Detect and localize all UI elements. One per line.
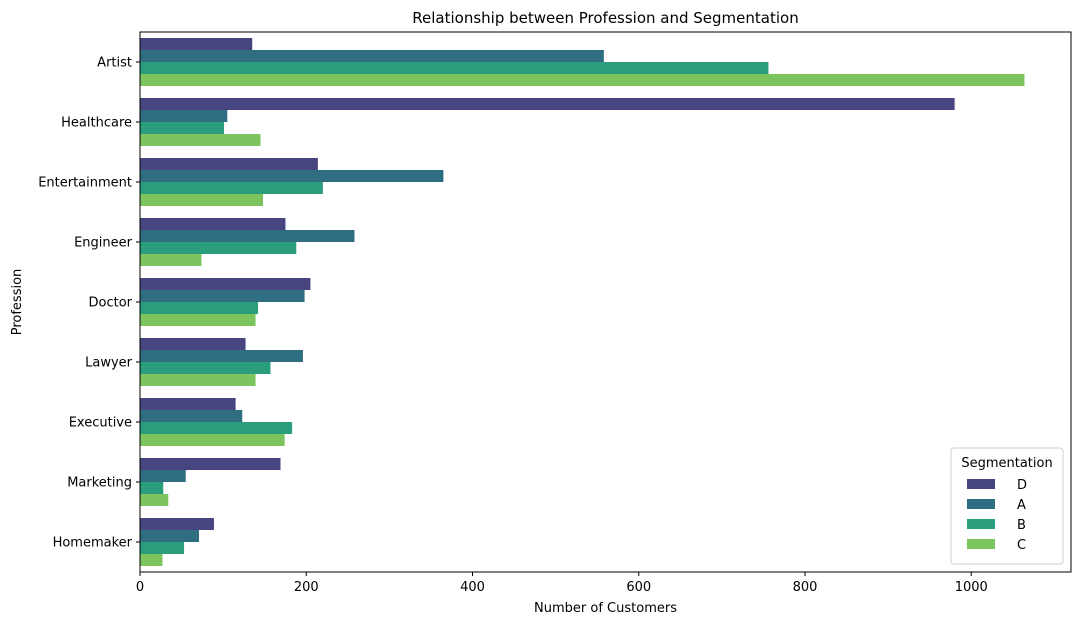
bar-c-marketing xyxy=(140,494,169,506)
x-tick-label: 1000 xyxy=(955,580,988,595)
x-tick-label: 800 xyxy=(793,580,818,595)
legend-swatch-d xyxy=(967,479,995,489)
bar-b-engineer xyxy=(140,242,297,254)
bar-a-homemaker xyxy=(140,530,200,542)
legend-swatch-c xyxy=(967,539,995,549)
legend-label-a: A xyxy=(1017,498,1026,513)
bar-a-executive xyxy=(140,410,243,422)
x-tick-label: 0 xyxy=(136,580,144,595)
y-tick-label: Homemaker xyxy=(53,536,133,551)
bar-b-homemaker xyxy=(140,542,185,554)
legend-swatch-b xyxy=(967,519,995,529)
bar-d-homemaker xyxy=(140,518,214,530)
y-tick-label: Executive xyxy=(69,416,132,431)
bar-c-engineer xyxy=(140,254,202,266)
bar-d-marketing xyxy=(140,458,281,470)
bar-d-healthcare xyxy=(140,98,955,110)
legend-label-b: B xyxy=(1017,518,1026,533)
bar-c-executive xyxy=(140,434,285,446)
chart-title: Relationship between Profession and Segm… xyxy=(412,9,798,27)
bar-b-executive xyxy=(140,422,293,434)
bar-a-lawyer xyxy=(140,350,303,362)
ticks-layer: Artist Healthcare Entertainment Engineer Doc… xyxy=(38,56,988,596)
bar-c-doctor xyxy=(140,314,256,326)
bar-a-engineer xyxy=(140,230,355,242)
bar-c-homemaker xyxy=(140,554,163,566)
bar-b-lawyer xyxy=(140,362,271,374)
bar-b-healthcare xyxy=(140,122,224,134)
y-tick-label: Doctor xyxy=(88,296,132,311)
bar-a-doctor xyxy=(140,290,305,302)
legend-label-d: D xyxy=(1017,478,1027,493)
legend-box xyxy=(950,447,1064,565)
y-tick-label: Entertainment xyxy=(38,176,132,191)
bar-d-lawyer xyxy=(140,338,246,350)
y-tick-label: Artist xyxy=(97,56,132,71)
bar-d-artist xyxy=(140,38,253,50)
bar-d-doctor xyxy=(140,278,311,290)
bar-b-artist xyxy=(140,62,769,74)
x-tick-label: 200 xyxy=(294,580,319,595)
bars-layer xyxy=(140,38,1025,566)
y-axis-label: Profession xyxy=(10,269,25,336)
y-tick-label: Healthcare xyxy=(61,116,132,131)
x-tick-label: 400 xyxy=(460,580,485,595)
bar-b-marketing xyxy=(140,482,164,494)
bar-a-artist xyxy=(140,50,604,62)
bar-a-entertainment xyxy=(140,170,444,182)
y-tick-label: Engineer xyxy=(74,236,133,251)
plot-frame xyxy=(139,31,1072,573)
bar-b-doctor xyxy=(140,302,259,314)
bar-b-entertainment xyxy=(140,182,323,194)
bar-a-marketing xyxy=(140,470,186,482)
bar-c-artist xyxy=(140,74,1025,86)
bar-a-healthcare xyxy=(140,110,228,122)
bar-d-entertainment xyxy=(140,158,318,170)
legend-swatch-a xyxy=(967,499,995,509)
y-tick-label: Lawyer xyxy=(85,356,133,371)
bar-c-entertainment xyxy=(140,194,264,206)
x-axis-label: Number of Customers xyxy=(534,601,677,616)
legend-title: Segmentation xyxy=(961,456,1052,471)
bar-c-lawyer xyxy=(140,374,256,386)
legend-label-c: C xyxy=(1017,538,1026,553)
bar-c-healthcare xyxy=(140,134,261,146)
bar-d-engineer xyxy=(140,218,286,230)
x-tick-label: 600 xyxy=(626,580,651,595)
y-tick-label: Marketing xyxy=(67,476,132,491)
bar-d-executive xyxy=(140,398,236,410)
